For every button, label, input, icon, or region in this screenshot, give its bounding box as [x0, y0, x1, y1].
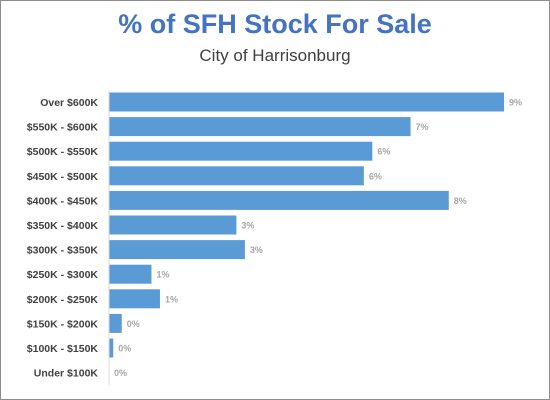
data-label: 9%	[509, 98, 522, 108]
category-label: $200K - $250K	[27, 294, 99, 306]
bar	[109, 240, 245, 260]
category-label: Over $600K	[40, 97, 98, 109]
bar	[109, 190, 449, 210]
bar	[109, 117, 411, 137]
category-label: Under $100K	[34, 368, 99, 380]
data-label: 7%	[416, 122, 429, 132]
bar	[109, 92, 504, 112]
data-label: 8%	[454, 196, 467, 206]
bar	[109, 166, 364, 186]
bar	[109, 338, 114, 358]
category-label: $550K - $600K	[27, 122, 99, 134]
chart-title: % of SFH Stock For Sale	[118, 9, 432, 39]
data-label: 0%	[118, 344, 131, 354]
labels-layer: Over $600K 9% $550K - $600K 7% $500K - $550K…	[27, 97, 522, 380]
category-label: $400K - $450K	[27, 195, 99, 207]
bar	[109, 289, 160, 309]
data-label: 0%	[127, 319, 140, 329]
data-label: 1%	[156, 270, 169, 280]
category-label: $450K - $500K	[27, 171, 99, 183]
data-label: 3%	[241, 221, 254, 231]
bar	[109, 141, 373, 161]
bars-layer	[109, 92, 504, 358]
bar	[109, 215, 237, 235]
category-label: $150K - $200K	[27, 318, 99, 330]
category-label: $350K - $400K	[27, 220, 99, 232]
bar	[109, 264, 152, 284]
chart-subtitle: City of Harrisonburg	[199, 46, 351, 65]
category-label: $300K - $350K	[27, 245, 99, 257]
data-label: 6%	[369, 171, 382, 181]
bar	[109, 313, 122, 333]
category-label: $250K - $300K	[27, 269, 99, 281]
data-label: 6%	[377, 147, 390, 157]
data-label: 1%	[165, 294, 178, 304]
category-label: $100K - $150K	[27, 343, 99, 355]
data-label: 0%	[114, 368, 127, 378]
category-label: $500K - $550K	[27, 146, 99, 158]
data-label: 3%	[250, 245, 263, 255]
